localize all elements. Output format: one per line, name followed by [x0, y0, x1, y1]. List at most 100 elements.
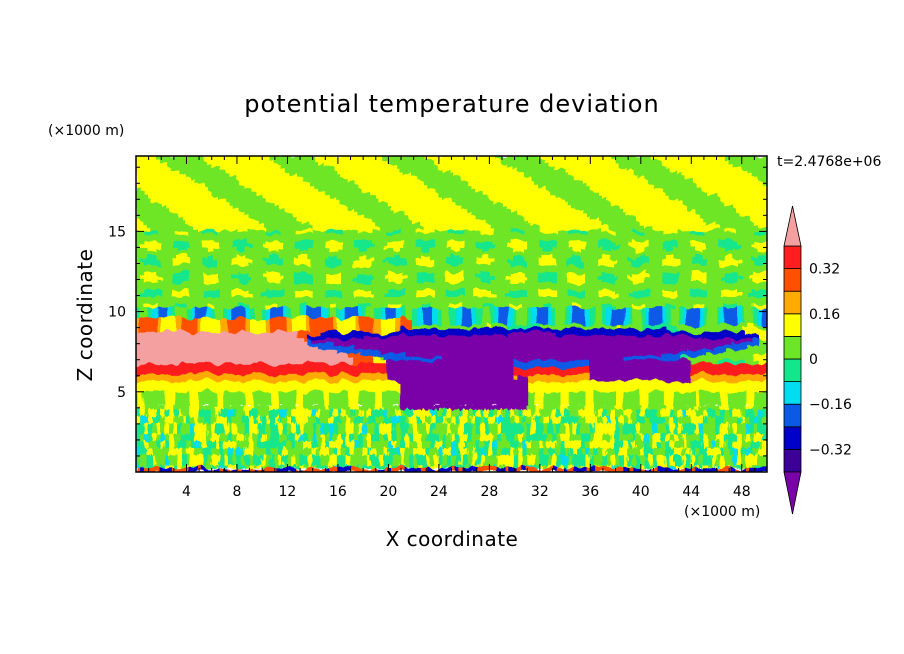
heatmap-cell	[560, 446, 566, 452]
heatmap-cell	[442, 362, 448, 368]
heatmap-cell	[160, 464, 166, 470]
heatmap-cell	[657, 397, 663, 403]
heatmap-cell	[303, 380, 310, 385]
heatmap-cell	[480, 432, 486, 438]
heatmap-cell	[556, 446, 562, 452]
heatmap-cell	[206, 387, 213, 392]
heatmap-cell	[501, 394, 507, 399]
heatmap-cell	[295, 397, 301, 403]
heatmap-cell	[678, 453, 684, 459]
heatmap-cell	[345, 425, 352, 431]
heatmap-cell	[476, 460, 482, 466]
heatmap-cell	[303, 453, 310, 459]
heatmap-cell	[732, 446, 739, 452]
heatmap-cell	[467, 453, 474, 459]
heatmap-cell	[615, 450, 621, 455]
heatmap-cell	[328, 457, 335, 463]
heatmap-cell	[249, 366, 255, 371]
heatmap-cell	[177, 355, 183, 361]
heatmap-cell	[476, 418, 482, 424]
heatmap-cell	[530, 394, 537, 399]
heatmap-cell	[619, 446, 625, 452]
heatmap-cell	[585, 432, 591, 438]
heatmap-cell	[383, 362, 389, 368]
heatmap-cell	[282, 397, 288, 403]
heatmap-cell	[455, 394, 461, 399]
heatmap-cell	[724, 446, 730, 452]
heatmap-cell	[446, 432, 453, 438]
heatmap-cell	[459, 457, 465, 463]
heatmap-cell	[522, 425, 528, 431]
heatmap-cell	[459, 401, 465, 406]
heatmap-cell	[387, 446, 394, 452]
heatmap-cell	[694, 355, 701, 361]
heatmap-cell	[686, 383, 692, 389]
heatmap-cell	[560, 443, 566, 448]
heatmap-cell	[328, 394, 335, 399]
heatmap-cell	[686, 376, 692, 382]
heatmap-cell	[379, 387, 385, 392]
heatmap-cell	[636, 450, 642, 455]
heatmap-cell	[467, 411, 474, 417]
heatmap-cell	[295, 443, 301, 448]
heatmap-cell	[143, 436, 150, 441]
heatmap-cell	[673, 446, 680, 452]
heatmap-cell	[480, 457, 486, 463]
heatmap-cell	[341, 408, 347, 413]
heatmap-cell	[257, 450, 263, 455]
heatmap-cell	[509, 425, 516, 431]
heatmap-cell	[615, 408, 621, 413]
heatmap-cell	[661, 429, 667, 434]
heatmap-cell	[345, 404, 352, 410]
heatmap-cell	[467, 404, 474, 410]
heatmap-cell	[543, 429, 549, 434]
heatmap-cell	[446, 418, 453, 424]
heatmap-cell	[728, 366, 734, 371]
heatmap-cell	[291, 422, 297, 427]
heatmap-cell	[143, 394, 150, 399]
heatmap-cell	[758, 383, 764, 389]
heatmap-cell	[223, 411, 230, 417]
heatmap-cell	[753, 380, 760, 385]
heatmap-cell	[535, 415, 541, 420]
heatmap-cell	[665, 457, 671, 463]
heatmap-cell	[215, 394, 221, 399]
heatmap-cell	[539, 390, 545, 396]
heatmap-cell	[345, 380, 352, 385]
heatmap-cell	[392, 446, 398, 452]
heatmap-cell	[589, 373, 596, 378]
heatmap-cell	[136, 408, 141, 413]
heatmap-cell	[181, 464, 188, 470]
heatmap-cell	[745, 390, 751, 396]
heatmap-cell	[623, 467, 629, 472]
heatmap-cell	[278, 450, 284, 455]
heatmap-cell	[194, 429, 200, 434]
heatmap-cell	[463, 467, 469, 472]
heatmap-cell	[732, 460, 739, 466]
heatmap-cell	[253, 408, 259, 413]
heatmap-cell	[337, 355, 343, 361]
heatmap-cell	[720, 467, 726, 472]
heatmap-cell	[152, 401, 158, 406]
heatmap-cell	[396, 369, 402, 375]
heatmap-cell	[148, 383, 154, 389]
heatmap-cell	[358, 366, 364, 371]
heatmap-cell	[392, 411, 398, 417]
heatmap-cell	[606, 404, 612, 410]
heatmap-cell	[375, 429, 381, 434]
heatmap-cell	[636, 453, 642, 459]
heatmap-cell	[686, 369, 692, 375]
heatmap-cell	[253, 443, 259, 448]
heatmap-cell	[181, 443, 188, 448]
heatmap-cell	[543, 450, 549, 455]
heatmap-cell	[745, 376, 751, 382]
heatmap-cell	[190, 425, 196, 431]
heatmap-cell	[240, 355, 246, 361]
heatmap-cell	[598, 355, 604, 361]
heatmap-cell	[530, 432, 537, 438]
heatmap-cell	[152, 457, 158, 463]
heatmap-cell	[488, 422, 495, 427]
heatmap-cell	[564, 453, 570, 459]
heatmap-cell	[682, 387, 688, 392]
heatmap-cell	[518, 359, 524, 364]
